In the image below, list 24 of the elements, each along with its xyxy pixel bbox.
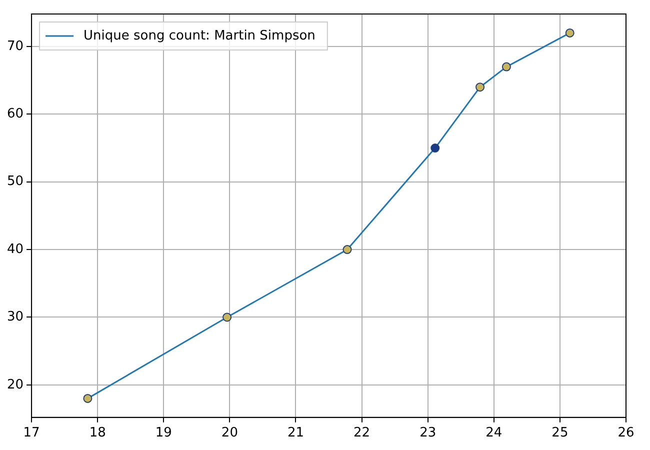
x-tick-label: 25 [552, 426, 568, 441]
y-tick-label: 20 [6, 377, 24, 392]
y-tick-label: 40 [6, 242, 24, 257]
y-tick-label: 60 [6, 106, 24, 122]
y-tick-label: 70 [6, 38, 24, 54]
y-tick-label: 50 [6, 174, 24, 190]
x-tick-label: 19 [155, 426, 172, 441]
x-tick-label: 20 [221, 426, 238, 441]
x-tick-label: 22 [354, 426, 370, 441]
x-tick-label: 17 [23, 426, 40, 441]
point [342, 245, 352, 254]
x-tick-label: 21 [287, 426, 304, 441]
x-tick-label: 23 [420, 426, 436, 441]
y-tick-label: 30 [6, 310, 24, 325]
point [430, 144, 440, 153]
point [502, 62, 511, 72]
point [83, 394, 92, 403]
x-tick-label: 24 [486, 426, 502, 441]
x-tick-label: 26 [618, 426, 634, 441]
legend-label: Unique song count: Martin Simpson [84, 28, 316, 44]
point [476, 82, 485, 92]
point [222, 312, 232, 322]
x-tick-label: 18 [89, 426, 106, 441]
point [565, 28, 574, 38]
